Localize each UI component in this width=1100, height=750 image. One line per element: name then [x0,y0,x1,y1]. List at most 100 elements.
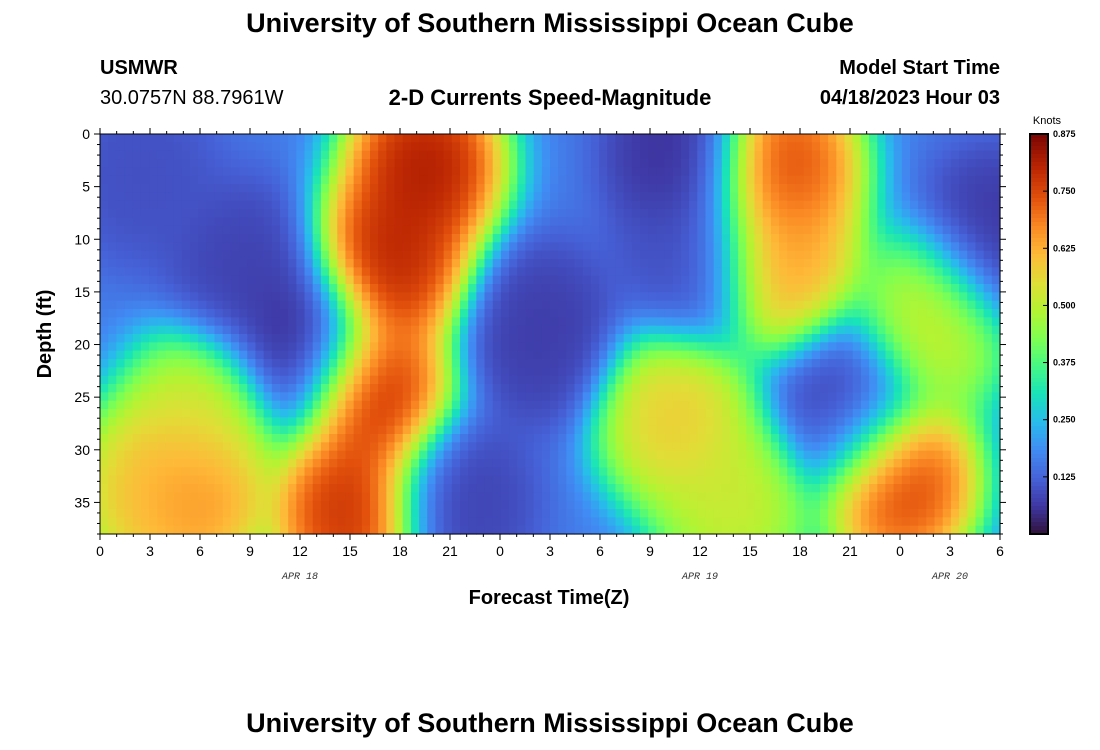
heatmap-cell [770,517,780,527]
heatmap-cell [386,375,396,385]
heatmap-cell [689,209,698,218]
heatmap-cell [566,475,576,485]
heatmap-cell [124,492,134,502]
heatmap-cell [541,400,551,410]
heatmap-cell [533,309,543,318]
heatmap-cell [337,334,347,343]
heatmap-cell [492,434,502,443]
heatmap-cell [435,317,445,327]
heatmap-cell [370,400,379,410]
heatmap-cell [803,309,813,318]
heatmap-cell [525,442,535,452]
heatmap-cell [206,209,216,218]
heatmap-cell [476,159,486,168]
heatmap-cell [116,317,126,327]
heatmap-cell [239,325,248,335]
heatmap-cell [779,484,788,493]
heatmap-cell [582,475,592,485]
heatmap-cell [582,442,592,452]
heatmap-cell [525,242,535,252]
heatmap-cell [901,209,911,218]
heatmap-cell [680,217,690,227]
heatmap-cell [410,492,420,502]
heatmap-cell [419,317,428,327]
heatmap-cell [320,475,330,485]
heatmap-cell [361,167,371,177]
heatmap-cell [402,309,412,318]
heatmap-cell [795,292,805,302]
heatmap-cell [173,484,183,493]
heatmap-cell [893,367,903,377]
heatmap-cell [672,167,682,177]
heatmap-cell [721,367,731,377]
heatmap-cell [500,350,510,360]
heatmap-cell [484,317,494,327]
heatmap-cell [672,442,682,452]
heatmap-cell [860,334,870,343]
heatmap-cell [100,409,109,418]
heatmap-cell [558,400,567,410]
heatmap-cell [198,334,207,343]
heatmap-cell [124,467,134,477]
heatmap-cell [108,500,117,510]
heatmap-cell [329,375,338,385]
heatmap-cell [582,167,592,177]
heatmap-cell [836,425,846,435]
heatmap-cell [738,359,747,368]
heatmap-cell [738,517,747,527]
heatmap-cell [525,367,535,377]
heatmap-cell [214,234,224,243]
heatmap-cell [280,417,289,427]
heatmap-cell [836,525,846,535]
heatmap-cell [615,450,625,460]
heatmap-cell [198,267,207,277]
heatmap-cell [942,492,952,502]
heatmap-cell [435,300,445,310]
heatmap-cell [844,184,854,193]
heatmap-cell [558,167,567,177]
heatmap-cell [574,300,584,310]
heatmap-cell [198,309,207,318]
heatmap-cell [435,367,445,377]
heatmap-cell [599,525,608,535]
heatmap-cell [140,325,150,335]
heatmap-cell [337,484,347,493]
heatmap-cell [500,425,510,435]
heatmap-cell [443,242,453,252]
heatmap-cell [590,409,600,418]
heatmap-cell [607,409,617,418]
heatmap-cell [754,517,764,527]
heatmap-cell [116,517,126,527]
heatmap-cell [435,175,445,185]
heatmap-cell [779,134,788,143]
heatmap-cell [247,192,257,202]
heatmap-cell [860,359,870,368]
heatmap-cell [451,342,461,352]
heatmap-cell [852,509,862,518]
heatmap-cell [149,225,158,235]
heatmap-cell [370,325,379,335]
heatmap-cell [730,242,739,252]
heatmap-cell [476,434,486,443]
heatmap-cell [230,375,240,385]
heatmap-cell [271,267,281,277]
heatmap-cell [509,350,518,360]
heatmap-cell [492,442,502,452]
heatmap-cell [795,225,805,235]
heatmap-cell [509,334,518,343]
heatmap-cell [181,150,191,160]
heatmap-cell [942,267,952,277]
heatmap-cell [730,375,739,385]
heatmap-cell [468,134,477,143]
heatmap-cell [329,500,338,510]
heatmap-cell [844,425,854,435]
heatmap-cell [206,500,216,510]
heatmap-cell [574,392,584,402]
heatmap-cell [370,300,379,310]
heatmap-cell [247,359,257,368]
heatmap-cell [877,525,887,535]
heatmap-cell [525,525,535,535]
heatmap-cell [271,209,281,218]
heatmap-cell [410,400,420,410]
heatmap-cell [697,150,707,160]
